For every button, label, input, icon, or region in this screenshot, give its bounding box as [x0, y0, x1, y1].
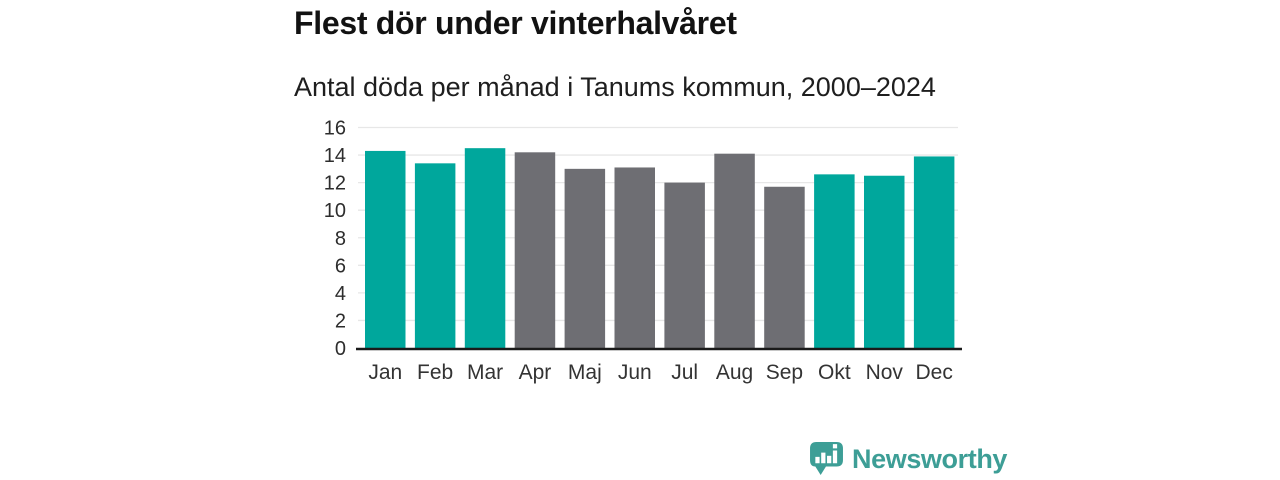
- x-tick-label-sep: Sep: [766, 361, 803, 384]
- chart-title: Flest dör under vinterhalvåret: [294, 5, 737, 41]
- x-tick-label-okt: Okt: [818, 361, 851, 384]
- brand-name: Newsworthy: [852, 443, 1008, 474]
- y-tick-label: 14: [324, 145, 346, 167]
- bar-apr: [514, 152, 556, 348]
- y-tick-label: 4: [335, 283, 346, 305]
- bar-mar: [464, 148, 506, 348]
- brand-footer: Newsworthy: [810, 442, 1007, 476]
- bar-feb: [414, 163, 456, 348]
- bar-jul: [664, 182, 705, 348]
- bar-nov: [864, 175, 905, 348]
- bar-dec: [913, 156, 955, 348]
- bar-maj: [564, 168, 606, 348]
- x-tick-label-apr: Apr: [519, 361, 552, 384]
- x-tick-label-maj: Maj: [568, 361, 602, 384]
- bar-aug: [714, 153, 755, 348]
- y-tick-label: 0: [335, 338, 346, 360]
- x-tick-label-jun: Jun: [618, 361, 652, 384]
- bar-jun: [614, 167, 655, 348]
- y-tick-label: 16: [324, 118, 346, 140]
- x-tick-label-feb: Feb: [417, 361, 453, 384]
- bar-sep: [764, 186, 805, 348]
- y-tick-label: 8: [335, 228, 346, 250]
- x-tick-label-jul: Jul: [671, 361, 698, 384]
- x-tick-label-dec: Dec: [915, 361, 952, 384]
- chart-subtitle: Antal döda per månad i Tanums kommun, 20…: [294, 72, 936, 102]
- mini-bar-chart-glyph: [815, 444, 838, 464]
- x-tick-label-nov: Nov: [866, 361, 904, 384]
- speech-bubble-shape: [810, 442, 843, 475]
- bar-jan: [365, 150, 406, 348]
- y-tick-label: 12: [324, 173, 346, 195]
- bar-okt: [814, 174, 855, 348]
- x-tick-label-aug: Aug: [716, 361, 753, 384]
- y-tick-label: 10: [324, 200, 346, 222]
- y-tick-label: 6: [335, 255, 346, 277]
- y-tick-label: 2: [335, 310, 346, 332]
- x-tick-label-mar: Mar: [467, 361, 503, 384]
- newsworthy-logo-icon: [810, 442, 843, 475]
- x-tick-label-jan: Jan: [368, 361, 402, 384]
